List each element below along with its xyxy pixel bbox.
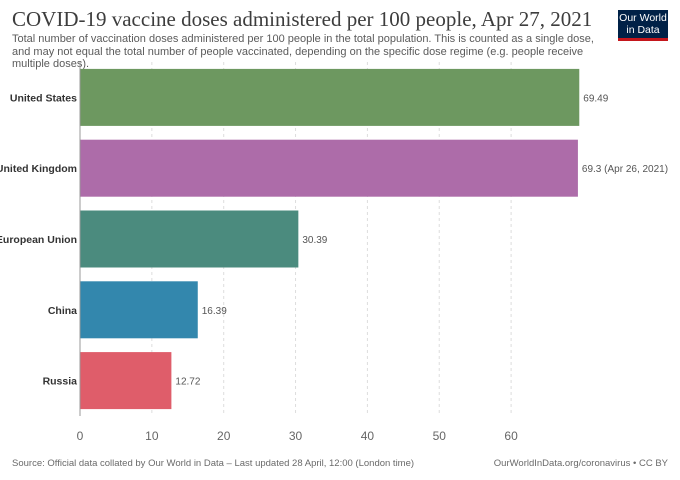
source-note: Source: Official data collated by Our Wo… <box>12 458 415 469</box>
category-label-united-kingdom: United Kingdom <box>0 163 77 175</box>
bar-united-states <box>80 68 580 126</box>
x-tick-label-40: 40 <box>361 429 375 443</box>
logo-line-1: Our World <box>619 12 667 24</box>
category-label-china: China <box>48 305 77 317</box>
category-label-united-states: United States <box>10 92 77 104</box>
credit-link[interactable]: OurWorldInData.org/coronavirus • CC BY <box>493 458 668 469</box>
chart-title: COVID-19 vaccine doses administered per … <box>12 7 593 31</box>
bar-russia <box>80 352 172 410</box>
owid-logo[interactable]: Our World in Data <box>618 10 668 41</box>
x-tick-label-20: 20 <box>217 429 231 443</box>
x-tick-label-10: 10 <box>145 429 159 443</box>
value-label-united-states: 69.49 <box>583 93 608 104</box>
x-tick-label-30: 30 <box>289 429 303 443</box>
bar-united-kingdom <box>80 139 578 197</box>
category-label-european-union: European Union <box>0 234 77 246</box>
value-label-united-kingdom: 69.3 (Apr 26, 2021) <box>582 164 668 175</box>
chart-subtitle: Total number of vaccination doses admini… <box>12 33 594 70</box>
logo-line-2: in Data <box>626 23 660 36</box>
bar-china <box>80 281 198 339</box>
bar-european-union <box>80 210 299 268</box>
x-tick-label-50: 50 <box>433 429 447 443</box>
x-tick-label-60: 60 <box>504 429 518 443</box>
value-label-russia: 12.72 <box>175 377 200 388</box>
value-label-european-union: 30.39 <box>302 235 327 246</box>
category-label-russia: Russia <box>43 376 78 388</box>
value-label-china: 16.39 <box>202 306 227 317</box>
x-tick-label-0: 0 <box>77 429 84 443</box>
